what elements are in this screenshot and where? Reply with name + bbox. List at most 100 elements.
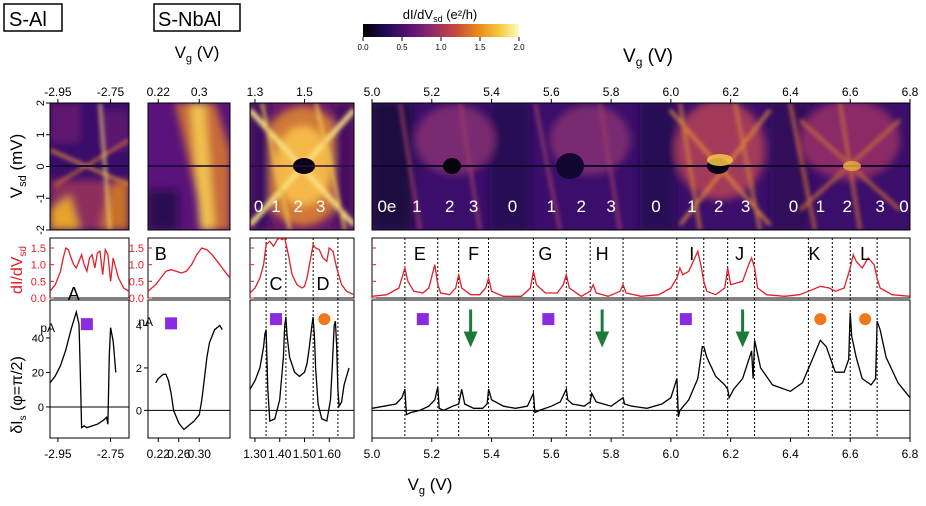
dis-tick-label: 40 xyxy=(32,333,44,345)
region-label: K xyxy=(808,244,820,264)
didv-frame-p1 xyxy=(49,237,130,299)
x-tick-label-top: 1.3 xyxy=(247,85,264,99)
charge-state-label: 1 xyxy=(547,197,556,216)
colorbar-tick-label: 1.0 xyxy=(435,43,447,52)
charge-state-label: 2 xyxy=(576,197,585,216)
x-tick-label-bottom: 0.30 xyxy=(188,447,212,461)
region-label: I xyxy=(689,244,694,264)
charge-state-label: 0e xyxy=(377,197,396,216)
x-tick-label-bottom: 6.6 xyxy=(842,447,859,461)
x-tick-label-bottom: 5.6 xyxy=(543,447,560,461)
region-label: F xyxy=(468,244,479,264)
didv-frame-p3 xyxy=(249,237,355,299)
x-tick-label-bottom: -2.95 xyxy=(44,447,72,461)
colorbar xyxy=(363,24,519,37)
didv-tick-label: 1.0 xyxy=(129,260,144,272)
dis-frame-p2 xyxy=(147,299,231,439)
dis-frame-p3 xyxy=(249,299,355,439)
didv-tick-label: 1.5 xyxy=(31,243,46,255)
x-tick-label-bottom: 5.4 xyxy=(483,447,500,461)
x-tick-label-bottom: 6.0 xyxy=(663,447,680,461)
circle-marker xyxy=(859,313,872,326)
x-tick-label-bottom: -2.75 xyxy=(97,447,125,461)
dis-tick-label: 0 xyxy=(136,405,142,417)
charge-state-label: 1 xyxy=(687,197,696,216)
charge-state-label: 0 xyxy=(651,197,660,216)
s-nbal-label: S-NbAl xyxy=(158,9,221,31)
circle-marker xyxy=(814,313,827,326)
region-label: E xyxy=(414,244,426,264)
x-tick-label-top: 5.2 xyxy=(423,85,440,99)
map-p3-frame xyxy=(249,102,355,231)
x-tick-label-bottom: 0.26 xyxy=(167,447,191,461)
dis-frame-p4 xyxy=(371,299,911,439)
didv-frame-p4 xyxy=(371,237,911,299)
dis-tick-label: 2 xyxy=(136,363,142,375)
charge-state-label: 2 xyxy=(714,197,723,216)
square-marker xyxy=(165,317,178,330)
didv-trace-p3 xyxy=(249,236,355,296)
vsd-axis-label: Vsd (mV) xyxy=(7,134,29,199)
region-label: L xyxy=(860,244,870,264)
dis-axis-label: δIs (φ=π/2) xyxy=(9,356,29,434)
map-p2 xyxy=(148,103,230,230)
x-tick-label-bottom: 5.8 xyxy=(603,447,620,461)
arrow-head xyxy=(735,331,750,348)
dis-trace-p2 xyxy=(155,324,223,431)
square-marker xyxy=(542,313,555,326)
x-tick-label-top: 0.3 xyxy=(191,85,208,99)
region-label: D xyxy=(317,274,330,294)
charge-state-label: 3 xyxy=(316,197,325,216)
didv-tick-label: 1.5 xyxy=(129,243,144,255)
x-tick-label-bottom: 5.2 xyxy=(423,447,440,461)
didv-trace-p1 xyxy=(49,246,130,292)
didv-tick-label: 0.5 xyxy=(129,276,144,288)
map-p3 xyxy=(250,103,354,230)
x-tick-label-bottom: 1.40 xyxy=(268,447,292,461)
x-tick-label-top: 5.0 xyxy=(364,85,381,99)
vg-bottom-title: Vg (V) xyxy=(408,475,453,497)
vsd-tick-label: 2 xyxy=(35,100,47,106)
charge-state-label: 3 xyxy=(741,197,750,216)
s-al-label: S-Al xyxy=(9,9,47,31)
charge-state-label: 1 xyxy=(816,197,825,216)
dis-tick-label: 20 xyxy=(32,367,44,379)
colorbar-tick-label: 0.0 xyxy=(357,43,369,52)
x-tick-label-bottom: 1.50 xyxy=(293,447,317,461)
x-tick-label-top: 5.8 xyxy=(603,85,620,99)
dis-tick-label: 4 xyxy=(136,320,142,332)
dis-trace-p3 xyxy=(249,316,350,422)
x-tick-label-bottom: 6.2 xyxy=(722,447,739,461)
charge-state-label: 0 xyxy=(508,197,517,216)
x-tick-label-bottom: 1.30 xyxy=(243,447,267,461)
chart-marks: -2.95 -2.75-2.95 -2.750.22 0.30.220.260.301… xyxy=(31,85,919,461)
didv-tick-label: 0.0 xyxy=(129,293,144,305)
didv-tick-label: 0.0 xyxy=(31,293,46,305)
s-al-box xyxy=(3,3,63,32)
charge-state-label: 0 xyxy=(899,197,908,216)
map-p4 xyxy=(372,103,910,230)
region-label: C xyxy=(270,274,283,294)
charge-state-label: 3 xyxy=(469,197,478,216)
x-tick-label-bottom: 6.8 xyxy=(902,447,919,461)
charge-state-label: 2 xyxy=(842,197,851,216)
dis-tick-label: 0 xyxy=(38,402,44,414)
x-tick-label-bottom: 1.60 xyxy=(318,447,342,461)
vg-top-title-small: Vg (V) xyxy=(175,43,220,65)
x-tick-label-top: -2.75 xyxy=(97,85,125,99)
x-tick-label-bottom: 0.22 xyxy=(147,447,171,461)
charge-state-label: 3 xyxy=(606,197,615,216)
x-tick-label-bottom: 6.4 xyxy=(782,447,799,461)
didv-tick-label: 1.0 xyxy=(31,260,46,272)
map-p2-frame xyxy=(147,102,231,231)
didv-trace-p2 xyxy=(147,247,231,292)
colorbar-tick-label: 2.0 xyxy=(513,43,525,52)
vsd-tick-label: 0 xyxy=(35,163,47,169)
square-marker xyxy=(80,318,93,331)
vg-top-title-large: Vg (V) xyxy=(623,46,673,69)
vsd-tick-label: 1 xyxy=(35,132,47,138)
square-marker xyxy=(270,313,282,326)
arrow-head xyxy=(595,331,610,348)
x-tick-label-top: 6.0 xyxy=(663,85,680,99)
